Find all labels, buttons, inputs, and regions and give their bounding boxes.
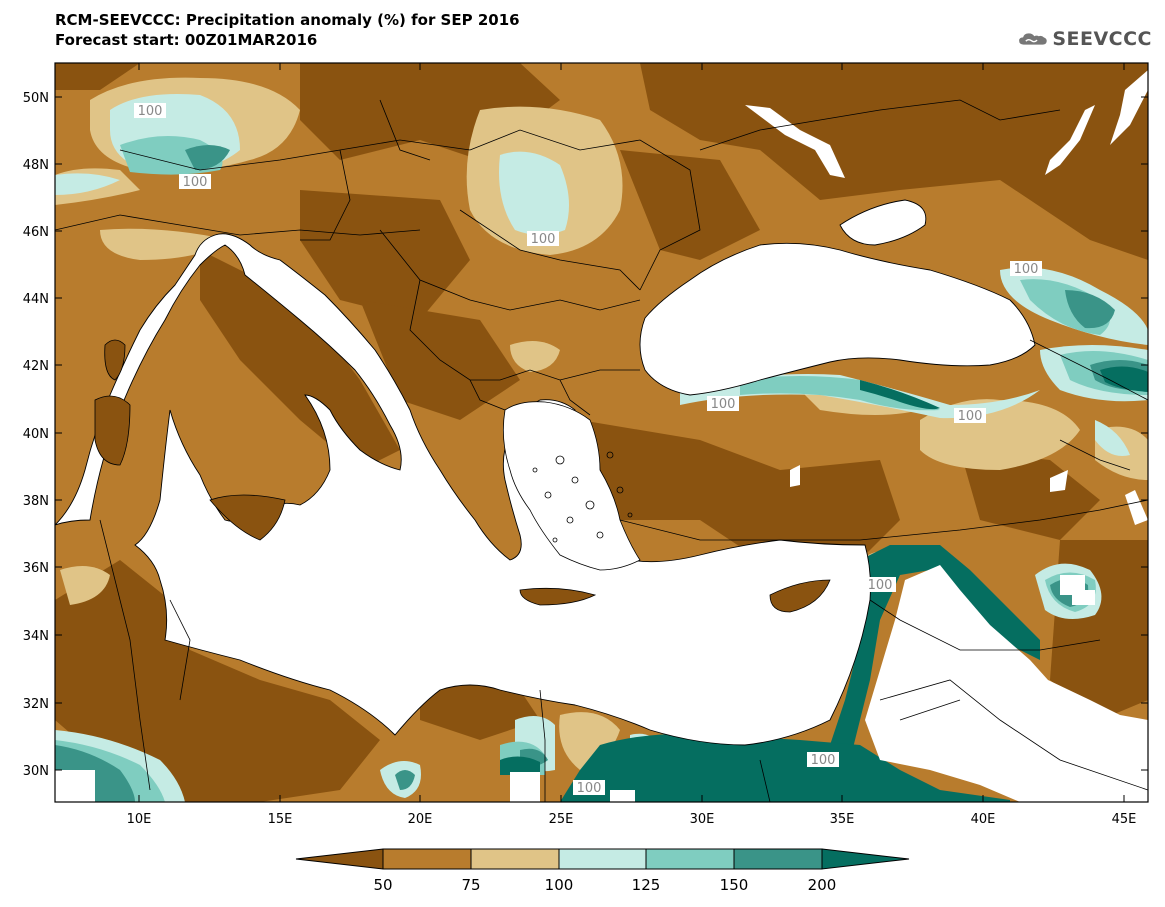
logo-text: SEEVCCC xyxy=(1052,28,1152,50)
axis-layer: 50N 48N 46N 44N 42N 40N 38N 36N 34N 32N 30N 10E 15E 2… xyxy=(23,63,1148,827)
no-data-areas xyxy=(55,70,1148,802)
lon-label: 20E xyxy=(408,812,433,827)
lon-label: 45E xyxy=(1112,812,1137,827)
title-line-2: Forecast start: 00Z01MAR2016 xyxy=(55,31,318,49)
lon-label: 10E xyxy=(127,812,152,827)
black-sea xyxy=(639,242,1036,396)
contour-label-bg xyxy=(179,174,211,189)
colorbar-arrow-high xyxy=(821,848,910,870)
contour-label: 100 xyxy=(811,753,836,768)
lon-label: 35E xyxy=(830,812,855,827)
contour-labels: 100 100 100 100 100 100 100 100 100 xyxy=(134,103,1042,796)
lat-label: 46N xyxy=(23,225,49,240)
contour-label: 100 xyxy=(138,104,163,119)
colorbar-label: 200 xyxy=(808,876,837,894)
contour-label: 100 xyxy=(711,397,736,412)
island-cyprus xyxy=(769,579,831,613)
colorbar-label: 75 xyxy=(461,876,480,894)
cloud-logo-icon xyxy=(1019,33,1047,45)
lat-label: 36N xyxy=(23,561,49,576)
contour-label-bg xyxy=(134,103,166,118)
colorbar-segment xyxy=(733,848,823,870)
contour-label-bg xyxy=(807,752,839,767)
contour-label: 100 xyxy=(958,409,983,424)
colorbar-segment xyxy=(645,848,735,870)
island-crete xyxy=(519,587,597,606)
seevccc-logo: SEEVCCC xyxy=(1018,24,1152,54)
aegean-sea xyxy=(502,401,641,571)
island-sardinia xyxy=(94,395,131,466)
contour-label: 100 xyxy=(868,578,893,593)
aegean-islands xyxy=(532,451,633,543)
lat-label: 50N xyxy=(23,91,49,106)
colorbar-label: 150 xyxy=(720,876,749,894)
island-corsica xyxy=(104,339,126,381)
colorbar-segment xyxy=(382,848,472,870)
map-title: RCM-SEEVCCC: Precipitation anomaly (%) f… xyxy=(55,10,520,50)
colorbar-segment xyxy=(470,848,560,870)
lat-label: 38N xyxy=(23,494,49,509)
contour-label-bg xyxy=(864,577,896,592)
contour-label-bg xyxy=(954,408,986,423)
lat-label: 40N xyxy=(23,427,49,442)
lon-label: 25E xyxy=(549,812,574,827)
lon-label: 15E xyxy=(268,812,293,827)
colorbar: 50 75 100 125 150 200 xyxy=(295,848,910,894)
lat-label: 30N xyxy=(23,764,49,779)
title-line-1: RCM-SEEVCCC: Precipitation anomaly (%) f… xyxy=(55,11,520,29)
country-borders xyxy=(55,99,1148,802)
contour-label-bg xyxy=(1010,261,1042,276)
anomaly-above-200 xyxy=(500,366,1148,802)
contour-label-bg xyxy=(707,396,739,411)
mediterranean-sea xyxy=(55,233,871,746)
lon-label: 40E xyxy=(971,812,996,827)
sea-areas xyxy=(55,199,1036,746)
contour-label-bg xyxy=(573,780,605,795)
contour-label: 100 xyxy=(577,781,602,796)
lon-label: 30E xyxy=(690,812,715,827)
colorbar-label: 100 xyxy=(545,876,574,894)
lat-label: 42N xyxy=(23,359,49,374)
sea-of-azov xyxy=(839,199,927,246)
lat-label: 44N xyxy=(23,292,49,307)
colorbar-arrow-low xyxy=(295,848,384,870)
colorbar-segment xyxy=(558,848,647,870)
contour-label: 100 xyxy=(531,232,556,247)
colorbar-label: 50 xyxy=(373,876,392,894)
anomaly-field xyxy=(55,63,1148,802)
island-sicily xyxy=(209,494,286,541)
contour-label: 100 xyxy=(1014,262,1039,277)
lat-label: 32N xyxy=(23,697,49,712)
lat-label: 48N xyxy=(23,158,49,173)
contour-label-bg xyxy=(527,231,559,246)
contour-label: 100 xyxy=(183,175,208,190)
colorbar-label: 125 xyxy=(632,876,661,894)
islands xyxy=(94,339,831,613)
lat-label: 34N xyxy=(23,629,49,644)
